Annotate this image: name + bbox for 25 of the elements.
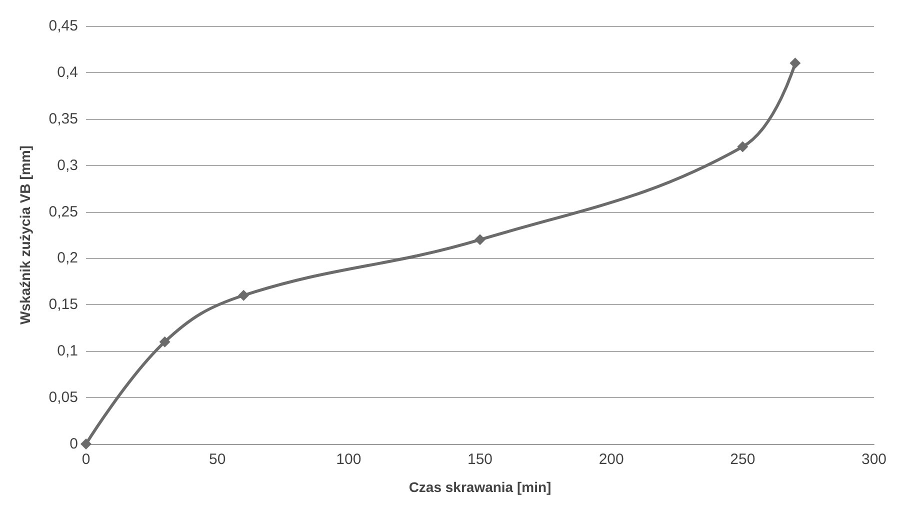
y-tick-label: 0,35	[48, 110, 78, 128]
y-tick-label: 0,15	[48, 296, 78, 314]
y-tick-label: 0,45	[48, 18, 78, 34]
x-tick-label: 100	[336, 451, 362, 468]
point	[80, 438, 92, 450]
x-axis-title: Czas skrawania [min]	[408, 479, 552, 495]
x-tick-label: 300	[861, 451, 887, 468]
y-tick-label: 0	[70, 436, 78, 452]
point	[737, 141, 748, 152]
y-tick-label: 0,3	[57, 156, 78, 174]
x-tick-label: 0	[82, 451, 90, 468]
y-tick-label: 0,25	[48, 203, 78, 220]
y-tick-label: 0,05	[48, 389, 78, 406]
x-tick-label: 150	[467, 451, 493, 468]
point	[238, 290, 250, 301]
y-tick-label: 0,2	[57, 250, 78, 267]
point	[159, 336, 170, 348]
x-tick-label: 50	[208, 451, 226, 468]
y-tick-label: 0,4	[57, 64, 78, 81]
point	[474, 234, 486, 246]
y-axis-title: Wskaźnik zużycia VB [mm]	[17, 146, 33, 324]
point	[790, 58, 801, 69]
y-tick-label: 0,1	[57, 342, 78, 360]
x-tick-label: 250	[730, 451, 756, 468]
x-tick-label: 200	[598, 451, 624, 468]
